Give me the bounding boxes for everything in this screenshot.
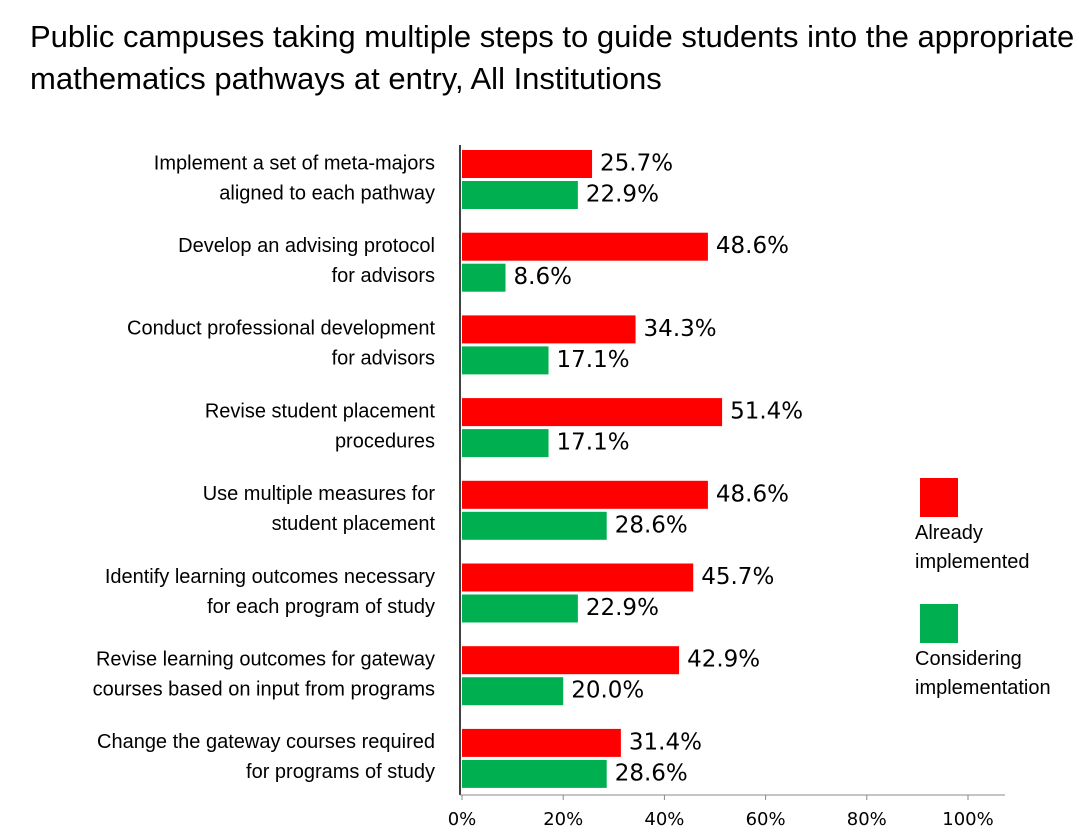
value-label: 34.3% — [644, 316, 717, 342]
bar — [462, 511, 607, 540]
value-label: 20.0% — [571, 678, 644, 704]
legend-swatch — [920, 478, 958, 517]
bar — [462, 594, 578, 623]
category-label: for programs of study — [246, 761, 435, 783]
category-label: for advisors — [332, 265, 435, 287]
value-label: 51.4% — [730, 399, 803, 425]
bar — [462, 480, 708, 509]
x-tick-label: 40% — [644, 809, 684, 830]
value-label: 8.6% — [514, 264, 572, 290]
value-label: 17.1% — [557, 347, 630, 373]
value-label: 28.6% — [615, 512, 688, 538]
bar — [462, 398, 723, 427]
x-tick-label: 80% — [847, 809, 887, 830]
x-tick-label: 20% — [543, 809, 583, 830]
category-label: aligned to each pathway — [219, 182, 435, 204]
x-tick-label: 60% — [746, 809, 786, 830]
bar — [462, 315, 636, 344]
bar — [462, 759, 607, 788]
value-label: 17.1% — [557, 430, 630, 456]
bar — [462, 150, 593, 178]
bar — [462, 563, 694, 592]
category-label: procedures — [335, 430, 435, 452]
category-label: Revise learning outcomes for gateway — [96, 648, 435, 670]
legend-label: Considering implementation — [915, 648, 1051, 699]
category-label: Develop an advising protocol — [178, 235, 435, 257]
category-label: Use multiple measures for — [203, 483, 436, 505]
bar — [462, 346, 549, 375]
value-label: 45.7% — [701, 564, 774, 590]
value-label: 25.7% — [600, 151, 673, 177]
category-label: for advisors — [332, 348, 435, 370]
legend-swatch — [920, 604, 958, 643]
category-label: courses based on input from programs — [93, 678, 435, 700]
value-label: 28.6% — [615, 760, 688, 786]
category-label: Implement a set of meta-majors — [154, 152, 435, 174]
category-label: Identify learning outcomes necessary — [105, 566, 435, 588]
value-label: 48.6% — [716, 233, 789, 259]
bar — [462, 646, 680, 675]
value-label: 22.9% — [586, 182, 659, 208]
legend-item: Already implemented — [915, 522, 1030, 573]
bar — [462, 728, 621, 757]
value-label: 22.9% — [586, 595, 659, 621]
bar — [462, 677, 564, 706]
legend-label: Already implemented — [915, 522, 1030, 573]
x-tick-label: 100% — [942, 809, 993, 830]
category-label: for each program of study — [207, 596, 435, 618]
category-label: Change the gateway courses required — [97, 731, 435, 753]
x-tick-label: 0% — [448, 809, 477, 830]
bar — [462, 263, 506, 292]
bar — [462, 429, 549, 458]
category-label: student placement — [272, 513, 436, 535]
category-label: Revise student placement — [205, 400, 436, 422]
chart-title: Public campuses taking multiple steps to… — [30, 19, 1075, 96]
value-label: 48.6% — [716, 481, 789, 507]
value-label: 42.9% — [687, 647, 760, 673]
legend-item: Considering implementation — [915, 648, 1051, 699]
category-label: Conduct professional development — [127, 318, 435, 340]
bar — [462, 181, 578, 209]
bar — [462, 232, 708, 261]
value-label: 31.4% — [629, 729, 702, 755]
